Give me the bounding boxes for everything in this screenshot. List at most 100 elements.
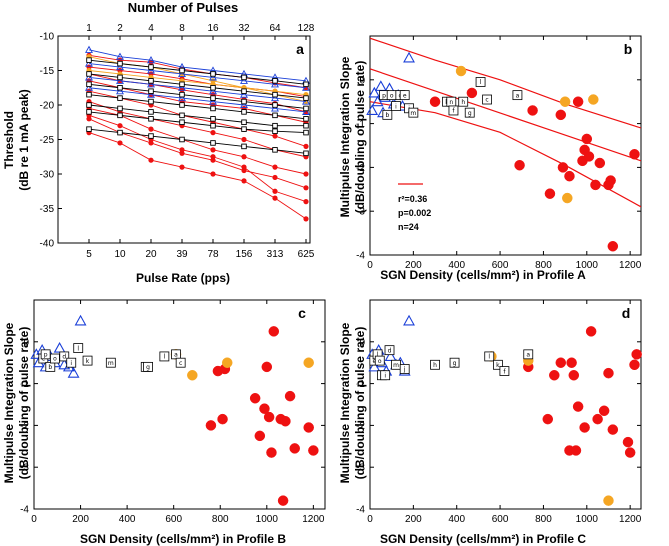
panel-b-point-black-letter: i: [395, 103, 397, 110]
panel-c-point-black-letter: l: [164, 354, 166, 361]
panel-a-point: [241, 98, 247, 105]
panel-b-point-red: [527, 105, 538, 116]
panel-a-point: [148, 59, 154, 65]
panel-a-point: [271, 93, 279, 102]
panel-b-point-black: [408, 107, 419, 118]
panel-b-ylabel-1: Multipulse Integration Slope: [338, 56, 352, 217]
panel-a-ytick-label: -40: [40, 239, 55, 250]
panel-d-ytick-label: 0: [359, 337, 365, 348]
panel-c-point-red: [261, 361, 273, 373]
panel-d-point-black: [484, 351, 495, 362]
panel-c-point-red: [254, 430, 266, 442]
panel-b-point-red: [564, 170, 575, 182]
panel-d-ylabel-2: (dB/doubling of pulse rate): [353, 327, 367, 480]
panel-a-point: [303, 122, 309, 129]
panel-c-xtick-label: 800: [212, 514, 229, 525]
panel-c-point-black-letter: c: [179, 360, 182, 367]
panel-a-point: [148, 78, 154, 84]
panel-c-point-black-letter: m: [108, 360, 114, 367]
panel-d-ytick-label: -2: [356, 421, 365, 432]
panel-a-title: Number of Pulses: [128, 0, 239, 15]
panel-a-point: [147, 80, 155, 88]
panel-a-point: [209, 73, 217, 81]
panel-a-series-line-4: [88, 90, 307, 147]
panel-c-xtick-label: 600: [165, 514, 182, 525]
panel-a-toptick-label: 2: [117, 23, 123, 34]
panel-a-point: [117, 112, 123, 119]
panel-a-point: [272, 128, 278, 134]
panel-a-series-line-3: [88, 80, 307, 123]
panel-a-point: [272, 122, 278, 129]
panel-a-point: [179, 87, 185, 93]
panel-a-toptick-label: 4: [148, 23, 154, 34]
panel-c-point-red: [277, 495, 289, 506]
panel-a-point: [179, 164, 185, 170]
panel-d-point-black: [399, 364, 410, 374]
panel-b-xtick-label: 600: [492, 260, 509, 271]
panel-c-point-black-letter: i: [70, 360, 72, 367]
panel-a-point: [272, 195, 278, 201]
panel-a-point: [86, 57, 92, 63]
panel-a-series-line-19: [88, 94, 307, 120]
panel-a-point: [85, 45, 93, 53]
panel-d-xtick-label: 400: [448, 514, 465, 525]
panel-a-point: [179, 147, 185, 153]
chart-marks: 5110220439878161563231364625128-10-15-20…: [20, 23, 642, 525]
panel-a-series-line-13: [88, 63, 307, 89]
panel-a-point: [302, 107, 310, 115]
panel-a-point: [272, 78, 278, 84]
panel-a-point: [147, 90, 155, 98]
panel-d-point-red: [592, 413, 603, 425]
panel-d-ytick-label: -3: [356, 463, 365, 474]
panel-c-point-red: [259, 403, 270, 414]
panel-a-toptick-label: 32: [238, 23, 250, 34]
panel-c-point-red: [308, 445, 319, 456]
panel-a-point: [210, 71, 216, 77]
panel-c-point-black: [175, 357, 186, 368]
panel-c-point-red: [268, 326, 280, 337]
panel-d-xlabel: SGN Density (cells/mm²) in Profile C: [380, 532, 586, 546]
panel-a-point: [272, 147, 278, 153]
panel-c-point-blue: [74, 314, 87, 326]
panel-b-point-red: [544, 188, 556, 199]
panel-a-point: [272, 91, 278, 98]
panel-a-ytick-label: -25: [40, 135, 55, 146]
panel-a-point: [303, 95, 309, 101]
panel-d-point-black-letter: f: [503, 368, 506, 375]
panel-c-xlabel: SGN Density (cells/mm²) in Profile B: [80, 532, 286, 546]
panel-a-point: [148, 98, 154, 105]
panel-b-point-black-letter: a: [516, 92, 520, 99]
panel-a-point: [210, 95, 216, 101]
panel-c-point-red: [249, 392, 261, 404]
panel-c-point-black-letter: p: [44, 352, 48, 359]
panel-a-point: [210, 147, 216, 153]
panel-a-point: [86, 102, 92, 108]
panel-a-ytick-label: -15: [40, 66, 55, 77]
panel-c-frame: [33, 299, 326, 510]
panel-d-point-red: [624, 447, 636, 458]
panel-b-point-black: [475, 77, 486, 87]
panel-a-point: [148, 157, 154, 163]
panel-a-point: [241, 119, 247, 125]
panel-c-point-red: [289, 443, 300, 454]
panel-b-point-red: [581, 133, 593, 145]
panel-c-point-black-letter: g: [146, 364, 150, 371]
panel-a-xtick-label: 20: [145, 249, 157, 260]
panel-a-point: [210, 154, 216, 160]
panel-a-point: [85, 73, 93, 81]
panel-b-point-black-letter: p: [382, 92, 386, 99]
panel-a-point: [179, 136, 185, 143]
panel-a-point: [117, 140, 123, 146]
panel-d-point-black: [384, 345, 395, 356]
panel-a-point: [210, 84, 216, 91]
panel-c-ytick-label: 0: [23, 337, 29, 348]
panel-d-point-red: [603, 367, 614, 379]
panel-b-point-blue: [368, 86, 381, 98]
panel-d-point-black-letter: l: [488, 354, 490, 361]
panel-c-point-black-letter: k: [86, 358, 90, 365]
panel-b-point-red: [590, 179, 601, 191]
panel-d-point-black: [430, 359, 440, 370]
panel-d-point-orange: [603, 495, 614, 506]
panel-d-point-black-letter: a: [526, 352, 530, 359]
panel-d-frame: [369, 299, 642, 510]
